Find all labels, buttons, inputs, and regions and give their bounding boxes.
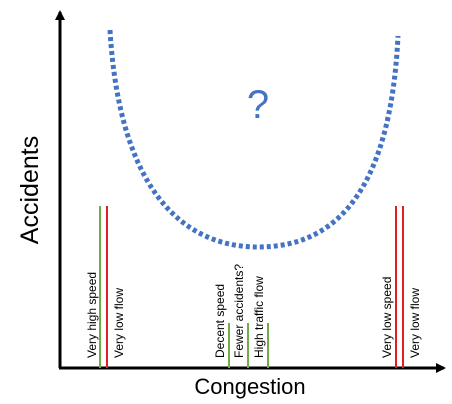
annotation: Very low speed <box>380 277 394 358</box>
curve-label: ? <box>247 83 269 127</box>
u-curve <box>107 29 401 250</box>
x-axis-label: Congestion <box>194 374 305 399</box>
y-axis-label: Accidents <box>16 136 44 244</box>
annotation: Fewer accidents? <box>232 264 246 358</box>
annotation: Decent speed <box>213 284 227 358</box>
annotation: High traffic flow <box>252 276 266 358</box>
annotation: Very low flow <box>112 288 126 358</box>
annotation: Very high speed <box>85 272 99 358</box>
annotation: Very low flow <box>408 288 422 358</box>
